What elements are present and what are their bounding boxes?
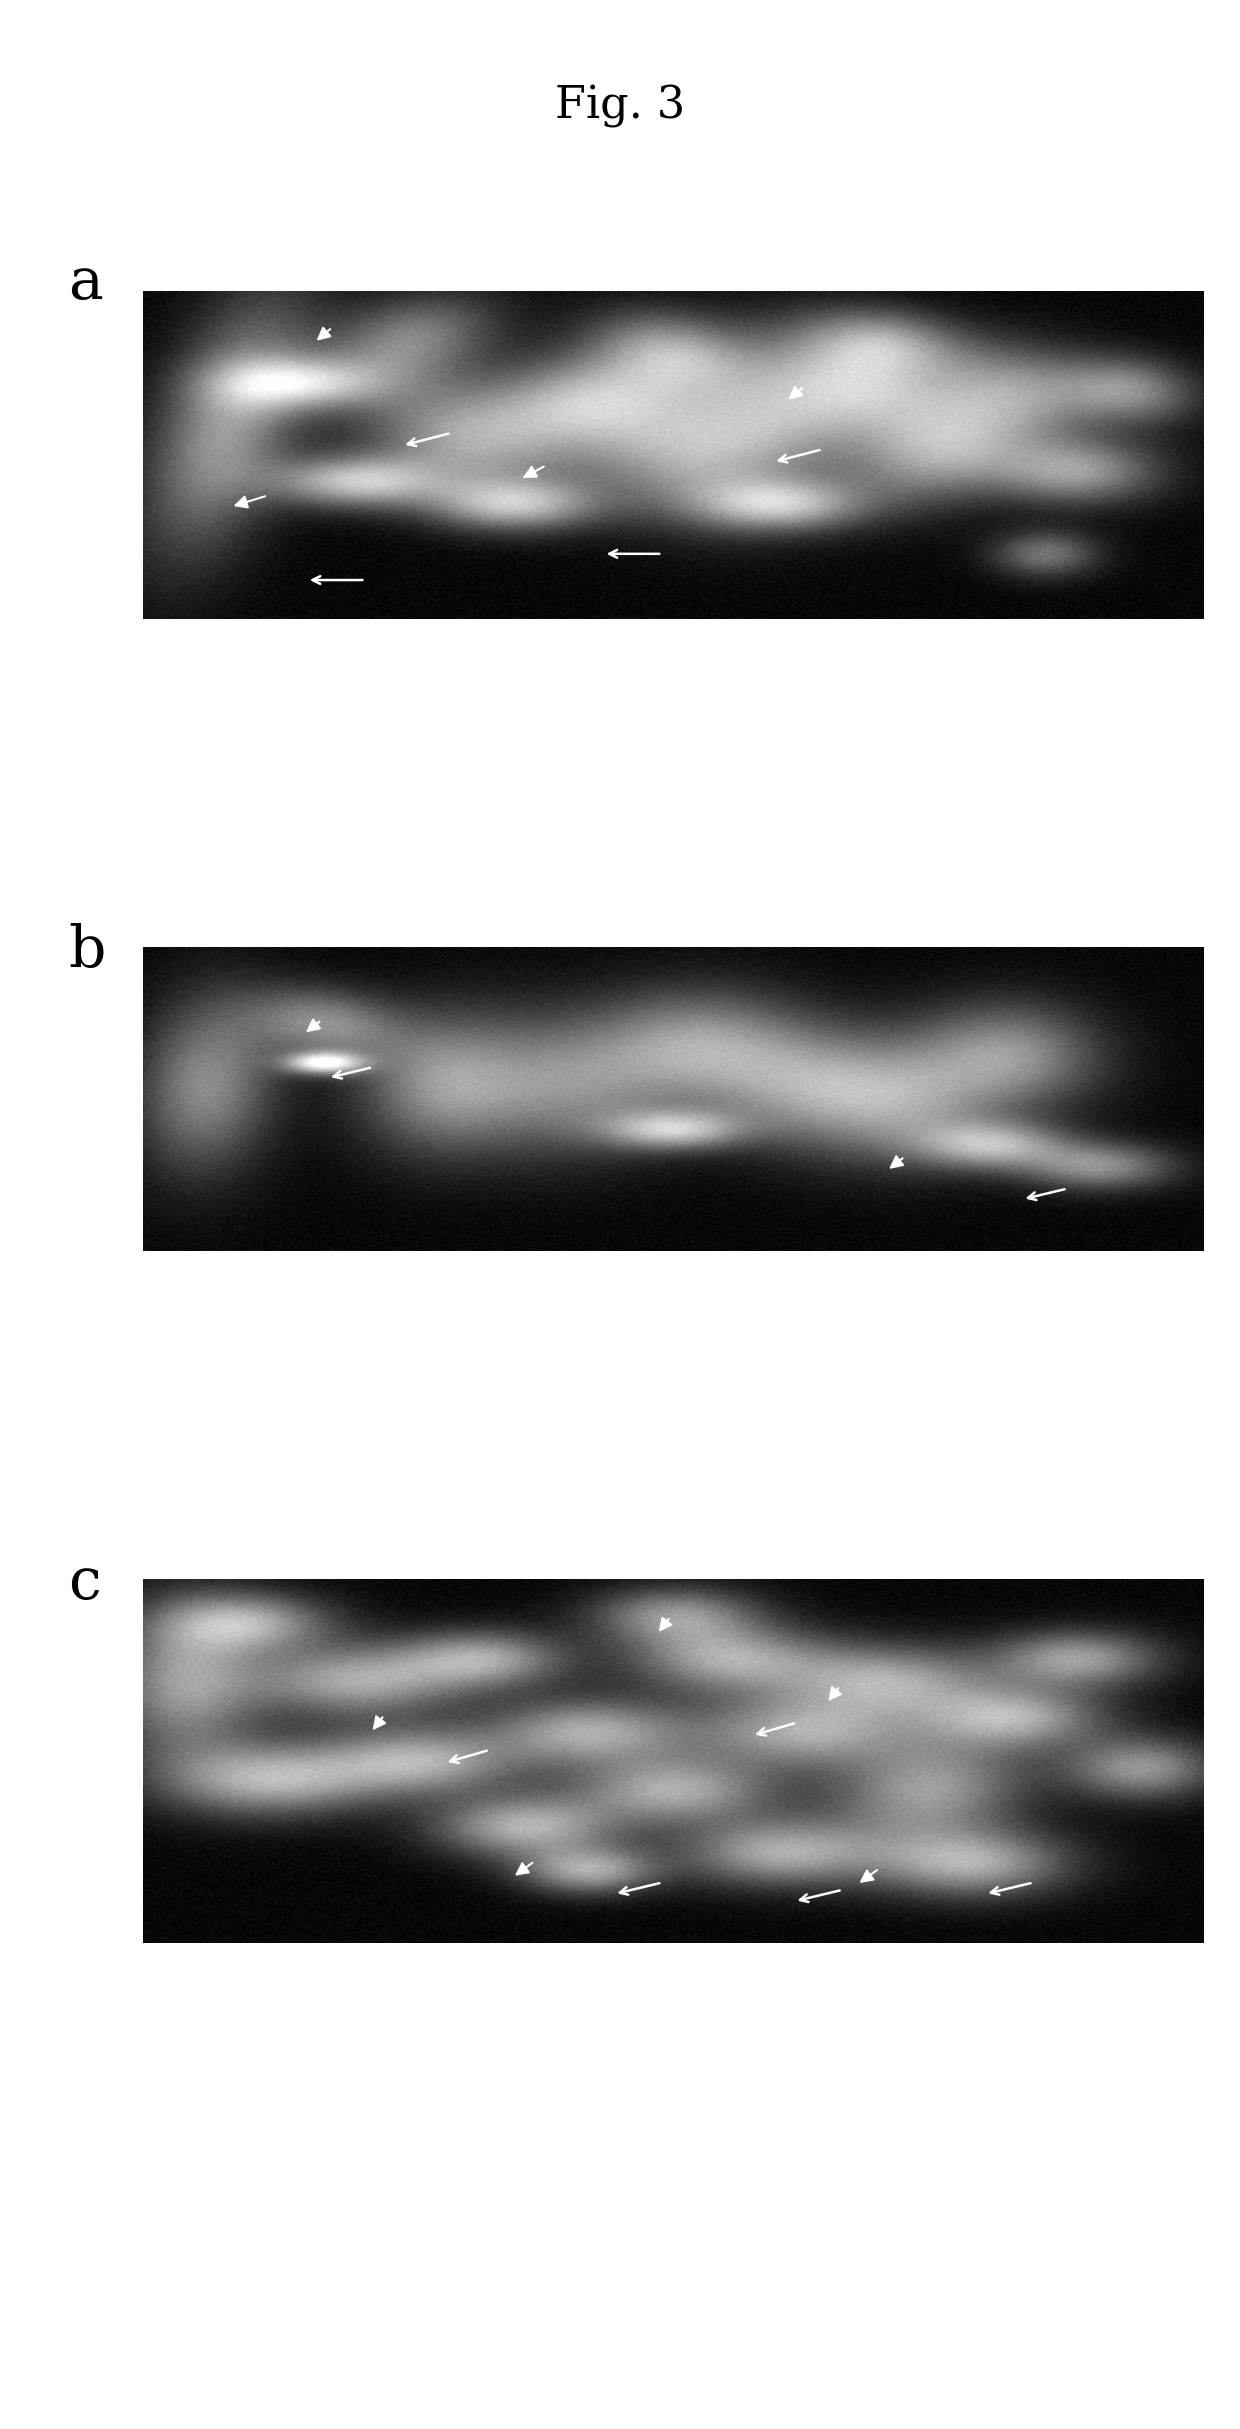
Text: c: c [68, 1555, 100, 1610]
Text: b: b [68, 923, 105, 979]
Text: a: a [68, 255, 103, 311]
Text: Fig. 3: Fig. 3 [556, 85, 684, 129]
